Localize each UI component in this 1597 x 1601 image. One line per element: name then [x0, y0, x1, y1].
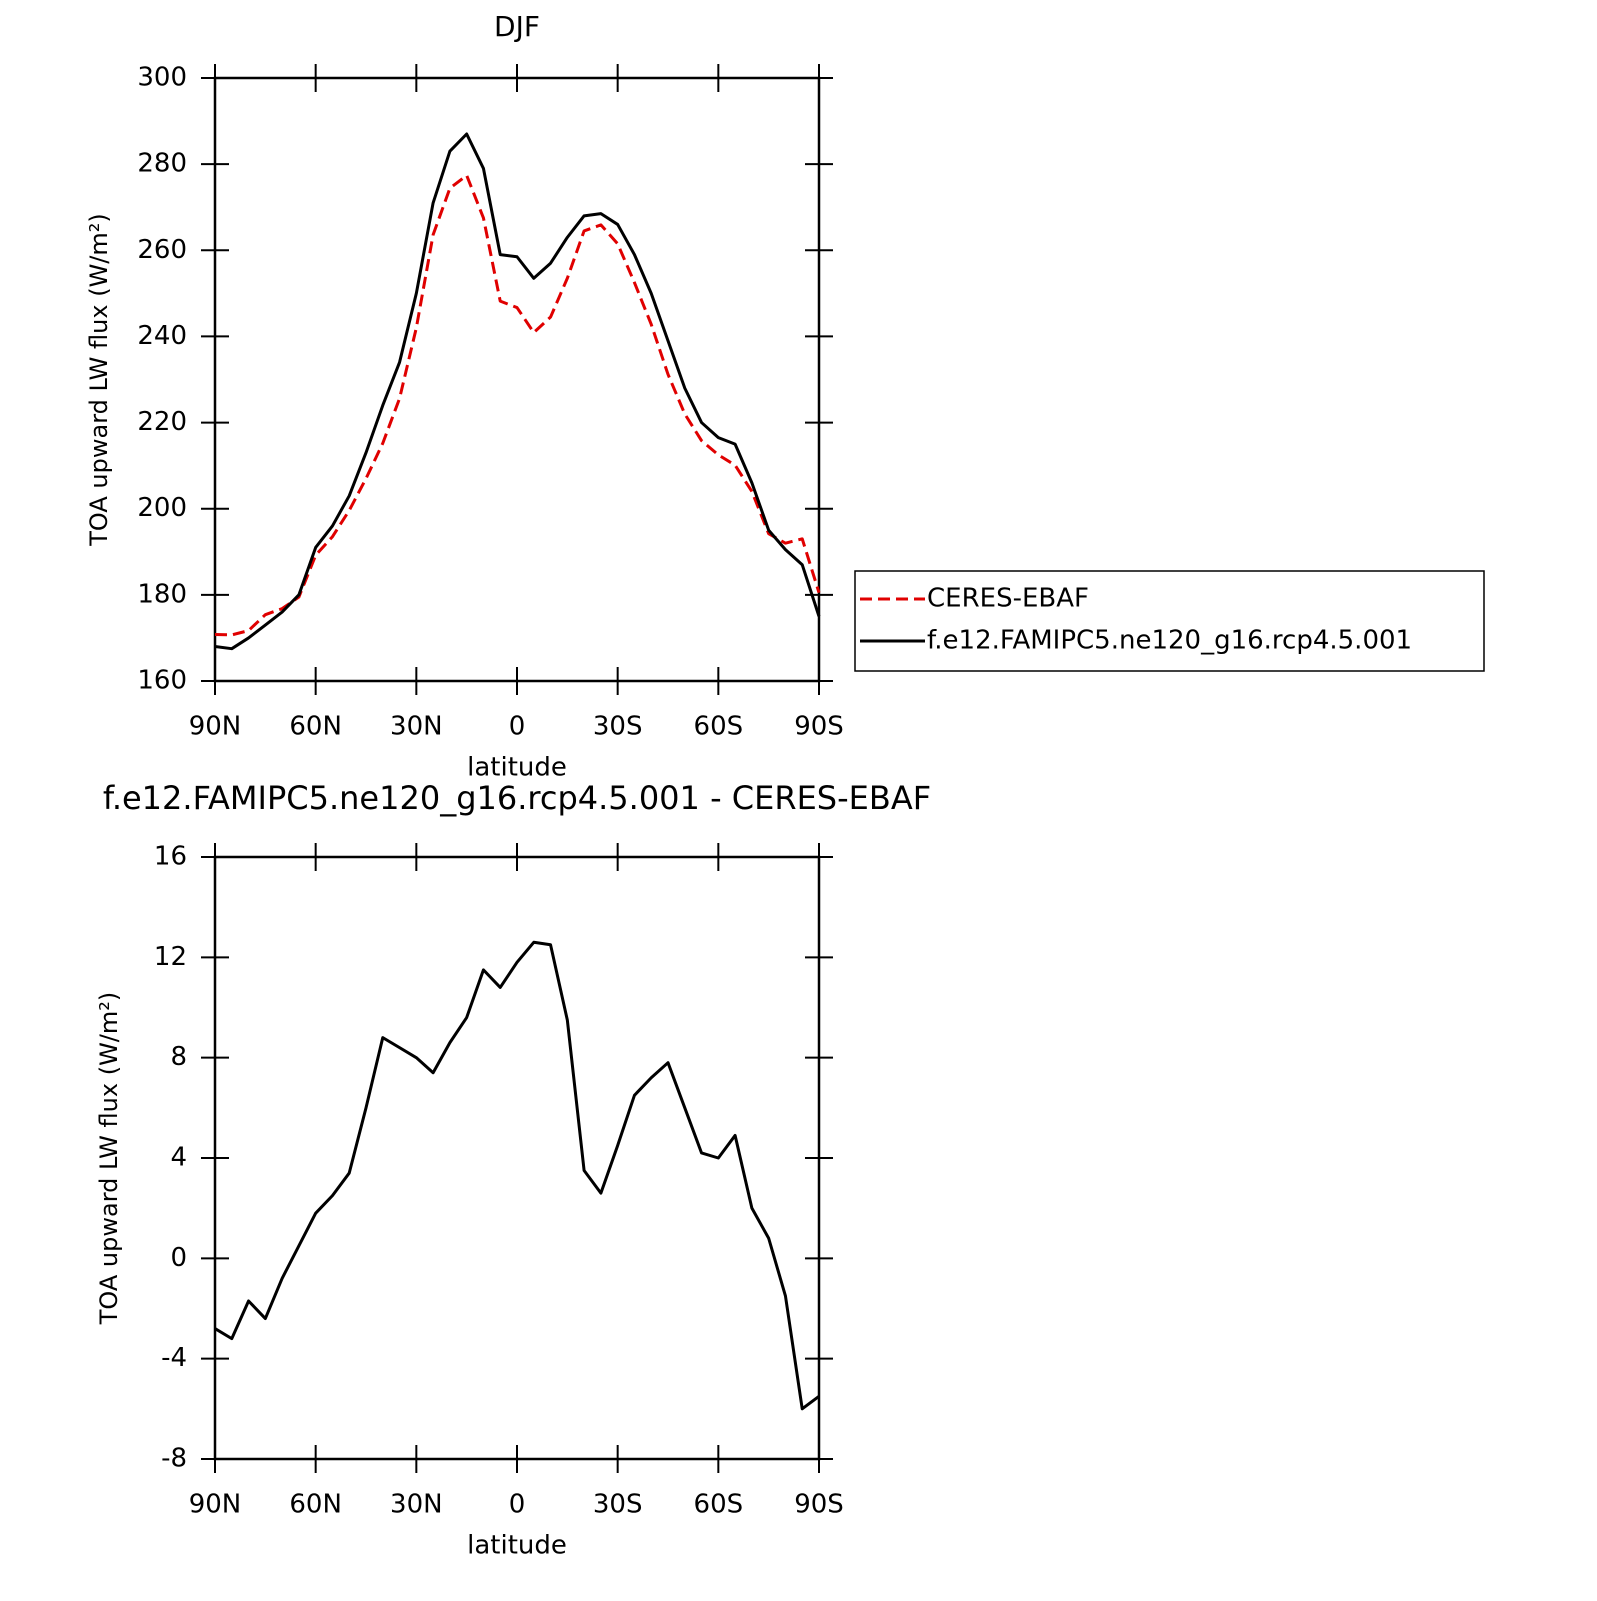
- x-axis-label: latitude: [467, 1531, 567, 1561]
- x-axis-label: latitude: [467, 753, 567, 783]
- x-tick-label: 90N: [189, 1490, 242, 1520]
- data-line: [214, 132, 821, 651]
- y-tick-label: 160: [137, 666, 187, 696]
- y-tick-label: 0: [170, 1243, 187, 1273]
- plot-frame: [213, 76, 821, 683]
- y-tick-label: -4: [161, 1343, 187, 1373]
- y-tick-label: 260: [137, 235, 187, 265]
- x-tick-label: 0: [509, 712, 526, 742]
- x-tick-label: 90N: [189, 712, 242, 742]
- x-tick-label: 30S: [593, 712, 643, 742]
- x-tick-label: 30N: [390, 712, 443, 742]
- y-tick-label: -8: [161, 1444, 187, 1474]
- y-tick-label: 4: [170, 1143, 187, 1173]
- x-tick-label: 30N: [390, 1490, 443, 1520]
- x-tick-label: 60N: [289, 712, 342, 742]
- x-tick-label: 90S: [794, 1490, 844, 1520]
- y-axis-label: TOA upward LW flux (W/m²): [95, 992, 123, 1326]
- chart-title: DJF: [494, 10, 540, 43]
- y-tick-label: 300: [137, 63, 187, 93]
- x-tick-label: 60N: [289, 1490, 342, 1520]
- plot-frame: [213, 855, 821, 1461]
- y-tick-label: 12: [154, 942, 187, 972]
- y-axis-label: TOA upward LW flux (W/m²): [85, 213, 113, 547]
- x-tick-label: 60S: [694, 712, 744, 742]
- chart-title: f.e12.FAMIPC5.ne120_g16.rcp4.5.001 - CER…: [103, 779, 931, 817]
- x-tick-label: 90S: [794, 712, 844, 742]
- y-tick-label: 180: [137, 579, 187, 609]
- x-tick-label: 60S: [694, 1490, 744, 1520]
- y-tick-label: 220: [137, 407, 187, 437]
- y-tick-label: 200: [137, 493, 187, 523]
- y-tick-label: 280: [137, 149, 187, 179]
- legend-box: [854, 570, 1485, 672]
- y-tick-label: 240: [137, 321, 187, 351]
- y-tick-label: 16: [154, 842, 187, 872]
- data-line: [214, 173, 821, 637]
- data-line: [214, 940, 820, 1411]
- x-tick-label: 0: [509, 1490, 526, 1520]
- legend-label: f.e12.FAMIPC5.ne120_g16.rcp4.5.001: [927, 626, 1412, 656]
- y-tick-label: 8: [170, 1042, 187, 1072]
- x-tick-label: 30S: [593, 1490, 643, 1520]
- legend-label: CERES-EBAF: [927, 584, 1089, 614]
